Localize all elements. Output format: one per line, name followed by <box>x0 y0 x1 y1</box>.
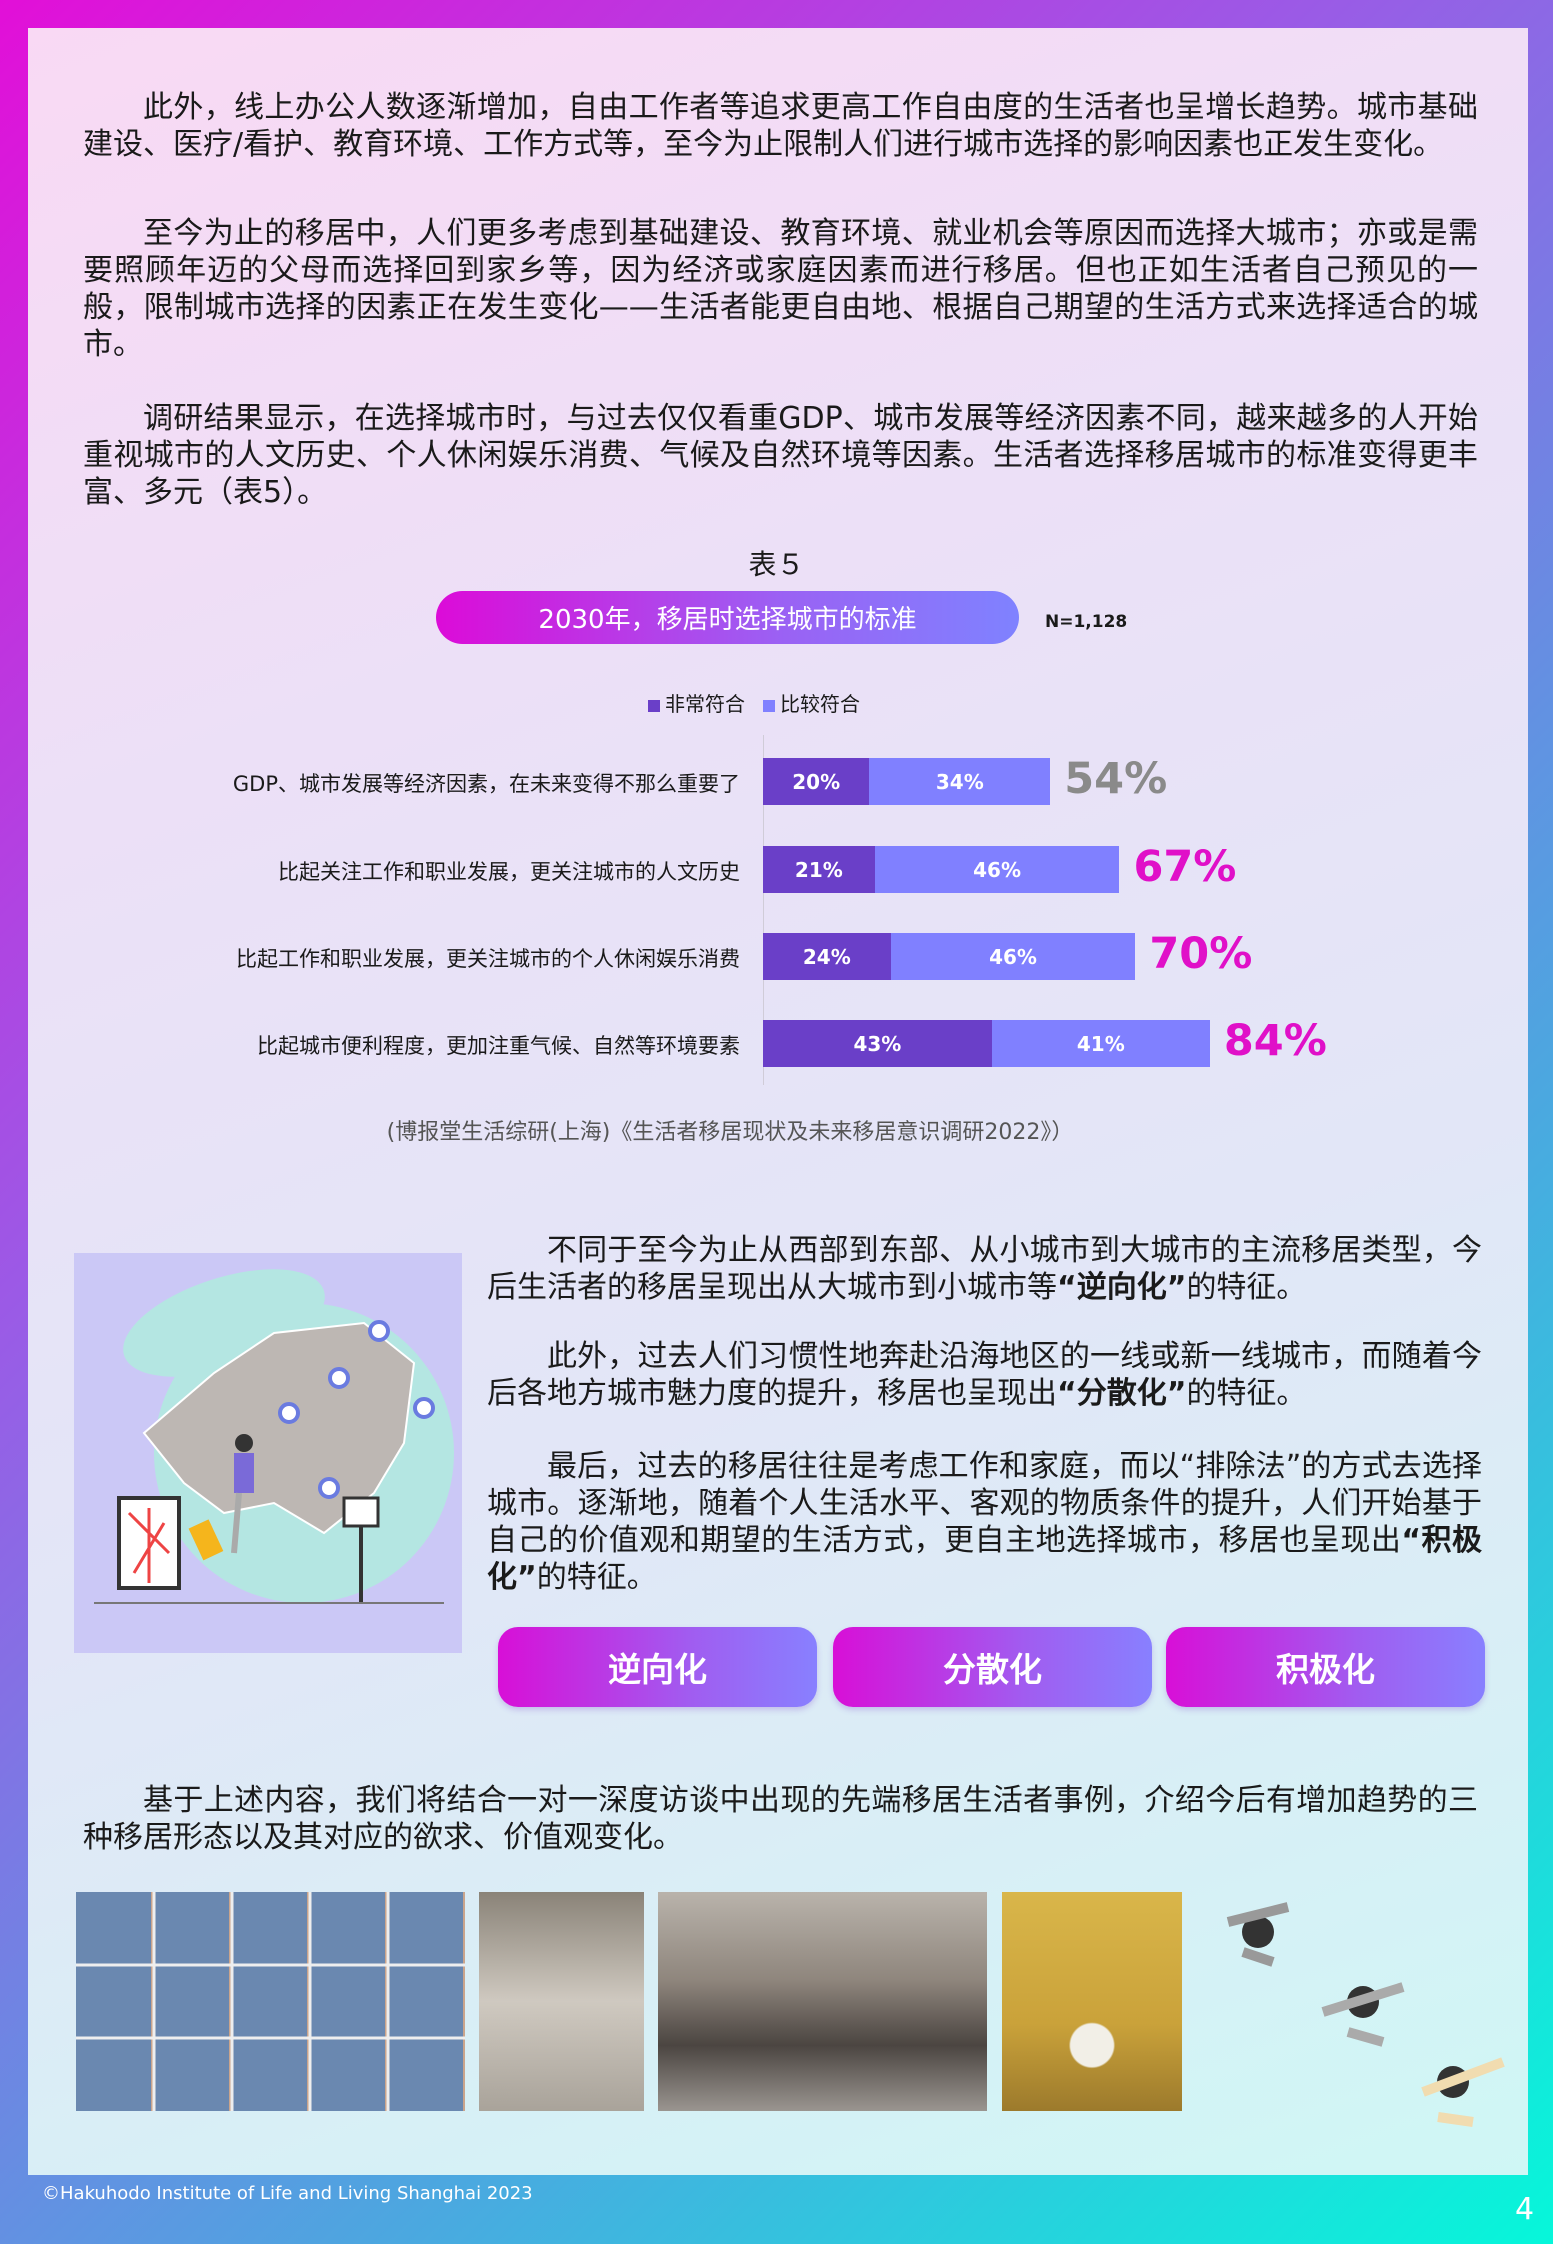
category-label: 比起城市便利程度，更加注重气候、自然等环境要素 <box>257 1034 740 1058</box>
video-interview-photo <box>76 1892 465 2111</box>
bar-value-label: 34% <box>935 769 984 794</box>
sample-size: N=1,128 <box>1045 612 1128 632</box>
bar-segment: 20% <box>763 758 870 805</box>
chart-title: 2030年，移居时选择城市的标准 <box>436 591 1019 644</box>
summary-paragraph: 基于上述内容，我们将结合一对一深度访谈中出现的先端移居生活者事例，介绍今后有增加… <box>83 1783 1478 1855</box>
bar-segment: 46% <box>890 933 1136 980</box>
table-label: 表５ <box>748 548 805 581</box>
walking-people-illustration <box>1213 1892 1517 2142</box>
intro-paragraph-3: 调研结果显示，在选择城市时，与过去仅仅看重GDP、城市发展等经济因素不同，越来越… <box>83 401 1478 510</box>
legend-item: 非常符合 <box>648 688 745 717</box>
chart-source: (博报堂生活综研(上海)《生活者移居现状及未来移居意识调研2022》） <box>386 1120 1074 1145</box>
luggage-photo <box>658 1892 987 2111</box>
bar-segment: 21% <box>763 846 875 893</box>
bar-value-label: 24% <box>802 944 851 969</box>
bar-segment: 46% <box>874 846 1120 893</box>
bar-value-label: 46% <box>989 944 1037 969</box>
page-panel <box>28 28 1528 2175</box>
intro-paragraph-2: 至今为止的移居中，人们更多考虑到基础建设、教育环境、就业机会等原因而选择大城市；… <box>83 216 1478 362</box>
reverse-trend-button[interactable]: 逆向化 <box>498 1627 817 1707</box>
dog-autumn-photo <box>1002 1892 1182 2111</box>
bar-segment: 43% <box>763 1020 992 1067</box>
chart-legend: 非常符合 比较符合 <box>648 688 860 717</box>
category-label: GDP、城市发展等经济因素，在未来变得不那么重要了 <box>232 772 740 796</box>
page-number: 4 <box>1515 2192 1535 2227</box>
chart-axis <box>763 735 764 1085</box>
trend-paragraph-disperse: 此外，过去人们习惯性地奔赴沿海地区的一线或新一线城市，而随着今后各地方城市魅力度… <box>487 1339 1482 1411</box>
bar-value-label: 46% <box>973 857 1022 882</box>
living-room-photo <box>479 1892 644 2111</box>
category-label: 比起关注工作和职业发展，更关注城市的人文历史 <box>278 860 740 884</box>
bar-value-label: 41% <box>1076 1031 1125 1056</box>
copyright: ©Hakuhodo Institute of Life and Living S… <box>42 2183 533 2204</box>
trend-paragraph-active: 最后，过去的移居往往是考虑工作和家庭，而以“排除法”的方式去选择城市。逐渐地，随… <box>487 1449 1482 1595</box>
total-value-label: 84% <box>1223 1016 1327 1066</box>
bar-segment: 34% <box>869 758 1051 805</box>
bar-segment: 41% <box>991 1020 1210 1067</box>
trend-paragraph-reverse: 不同于至今为止从西部到东部、从小城市到大城市的主流移居类型，今后生活者的移居呈现… <box>487 1233 1482 1305</box>
bar-value-label: 43% <box>853 1031 902 1056</box>
intro-paragraph-1: 此外，线上办公人数逐渐增加，自由工作者等追求更高工作自由度的生活者也呈增长趋势。… <box>83 90 1478 162</box>
category-label: 比起工作和职业发展，更关注城市的个人休闲娱乐消费 <box>236 947 740 971</box>
active-trend-button[interactable]: 积极化 <box>1166 1627 1485 1707</box>
total-value-label: 54% <box>1064 754 1168 804</box>
bar-value-label: 21% <box>794 857 843 882</box>
total-value-label: 67% <box>1133 842 1237 892</box>
bar-segment: 24% <box>763 933 891 980</box>
bar-value-label: 20% <box>792 769 841 794</box>
migration-illustration <box>74 1253 462 1653</box>
total-value-label: 70% <box>1149 929 1253 979</box>
legend-item: 比较符合 <box>763 688 860 717</box>
disperse-trend-button[interactable]: 分散化 <box>833 1627 1152 1707</box>
